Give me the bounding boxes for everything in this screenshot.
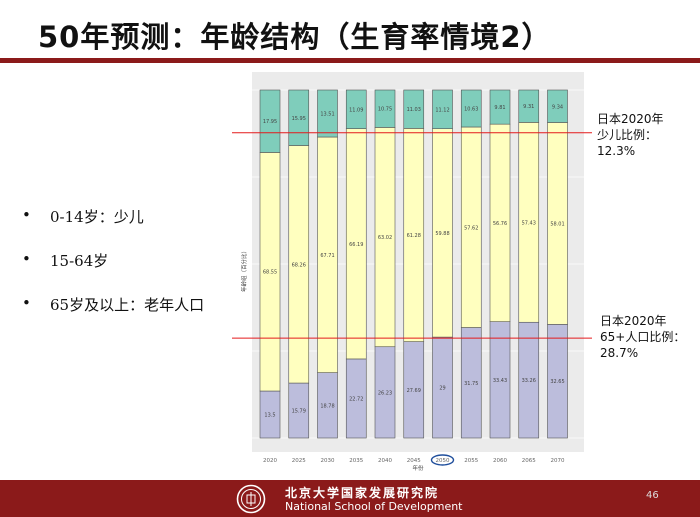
data-label: 13.51 xyxy=(320,112,334,118)
x-tick-label: 2060 xyxy=(493,458,507,464)
annotation-line: 12.3% xyxy=(597,144,636,158)
data-label: 15.95 xyxy=(292,116,306,122)
data-label: 57.62 xyxy=(464,225,478,231)
x-tick-label: 2030 xyxy=(321,458,335,464)
data-label: 32.65 xyxy=(550,379,564,385)
bar-segment xyxy=(317,89,338,138)
bar-segment xyxy=(288,89,310,146)
data-label: 67.71 xyxy=(320,253,334,259)
data-label: 22.72 xyxy=(349,396,363,402)
data-label: 68.55 xyxy=(263,270,277,276)
x-tick-label: 2020 xyxy=(263,458,277,464)
data-label: 9.31 xyxy=(523,104,534,110)
footer-institution-en: National School of Development xyxy=(285,500,463,513)
bar-segment xyxy=(460,89,482,128)
data-label: 56.76 xyxy=(493,221,507,227)
x-tick-label: 2065 xyxy=(522,458,536,464)
highlight-circle xyxy=(430,454,455,466)
x-tick-label: 2025 xyxy=(292,458,306,464)
annotation-line: 日本2020年 xyxy=(600,314,667,328)
data-label: 15.79 xyxy=(292,409,306,415)
footer-institution-cn: 北京大学国家发展研究院 xyxy=(285,486,440,500)
data-label: 66.19 xyxy=(349,242,363,248)
slide-title: 50年预测：年龄结构（生育率情境2） xyxy=(38,20,552,54)
data-label: 11.12 xyxy=(435,107,449,113)
bar-segment xyxy=(518,89,540,123)
data-label: 63.02 xyxy=(378,235,392,241)
annotation-elderly-ratio: 日本2020年 65+人口比例： 28.7% xyxy=(600,313,685,361)
x-tick-label: 2055 xyxy=(464,458,478,464)
bar-segment xyxy=(489,89,511,125)
bullet-text: 15-64岁 xyxy=(50,252,109,270)
data-label: 10.63 xyxy=(464,106,478,112)
bullet-text: 0-14岁：少儿 xyxy=(50,208,144,226)
bullet-text: 65岁及以上：老年人口 xyxy=(50,296,205,314)
bar-segment xyxy=(374,89,396,128)
bullet-dot: • xyxy=(22,206,31,224)
bar-segment xyxy=(403,89,425,129)
data-label: 17.95 xyxy=(263,119,277,125)
data-label: 9.34 xyxy=(552,104,563,110)
data-label: 11.03 xyxy=(407,107,421,113)
data-label: 68.26 xyxy=(292,262,306,268)
annotation-child-ratio: 日本2020年 少儿比例： 12.3% xyxy=(597,111,664,159)
annotation-line: 28.7% xyxy=(600,346,639,360)
data-label: 31.75 xyxy=(464,381,478,387)
data-label: 33.26 xyxy=(522,378,536,384)
y-axis-label: 年龄组（百分比） xyxy=(240,248,248,292)
data-label: 57.43 xyxy=(522,220,536,226)
data-label: 9.81 xyxy=(494,105,505,111)
data-label: 29 xyxy=(439,386,445,392)
university-seal-icon xyxy=(236,484,266,514)
bar-segment xyxy=(547,89,568,123)
annotation-line: 少儿比例： xyxy=(597,128,658,142)
x-tick-label: 2050 xyxy=(436,458,450,464)
data-label: 11.09 xyxy=(349,107,363,113)
data-label: 59.88 xyxy=(435,231,449,237)
footer-bar xyxy=(0,480,700,517)
page-number: 46 xyxy=(646,490,659,501)
data-label: 18.78 xyxy=(320,403,334,409)
annotation-line: 日本2020年 xyxy=(597,112,664,126)
x-tick-label: 2070 xyxy=(551,458,565,464)
bullet-dot: • xyxy=(22,250,31,268)
x-axis-label: 年份 xyxy=(412,464,424,472)
annotation-line: 65+人口比例： xyxy=(600,330,686,344)
bar-segment xyxy=(259,89,281,153)
data-label: 33.43 xyxy=(493,378,507,384)
bar-segment xyxy=(432,89,453,129)
data-label: 26.23 xyxy=(378,390,392,396)
x-tick-label: 2045 xyxy=(407,458,421,464)
title-divider xyxy=(0,58,700,63)
data-label: 13.5 xyxy=(264,413,275,419)
x-tick-label: 2040 xyxy=(378,458,392,464)
data-label: 58.01 xyxy=(550,221,564,227)
data-label: 27.69 xyxy=(407,388,421,394)
stacked-bar-chart: 13.5 68.55 17.95 2020 15.79 68.26 15.95 2025 18.… xyxy=(232,72,592,472)
data-label: 61.28 xyxy=(407,233,421,239)
bar-segment xyxy=(345,89,367,129)
x-tick-label: 2035 xyxy=(349,458,363,464)
data-label: 10.75 xyxy=(378,107,392,113)
bullet-dot: • xyxy=(22,294,31,312)
